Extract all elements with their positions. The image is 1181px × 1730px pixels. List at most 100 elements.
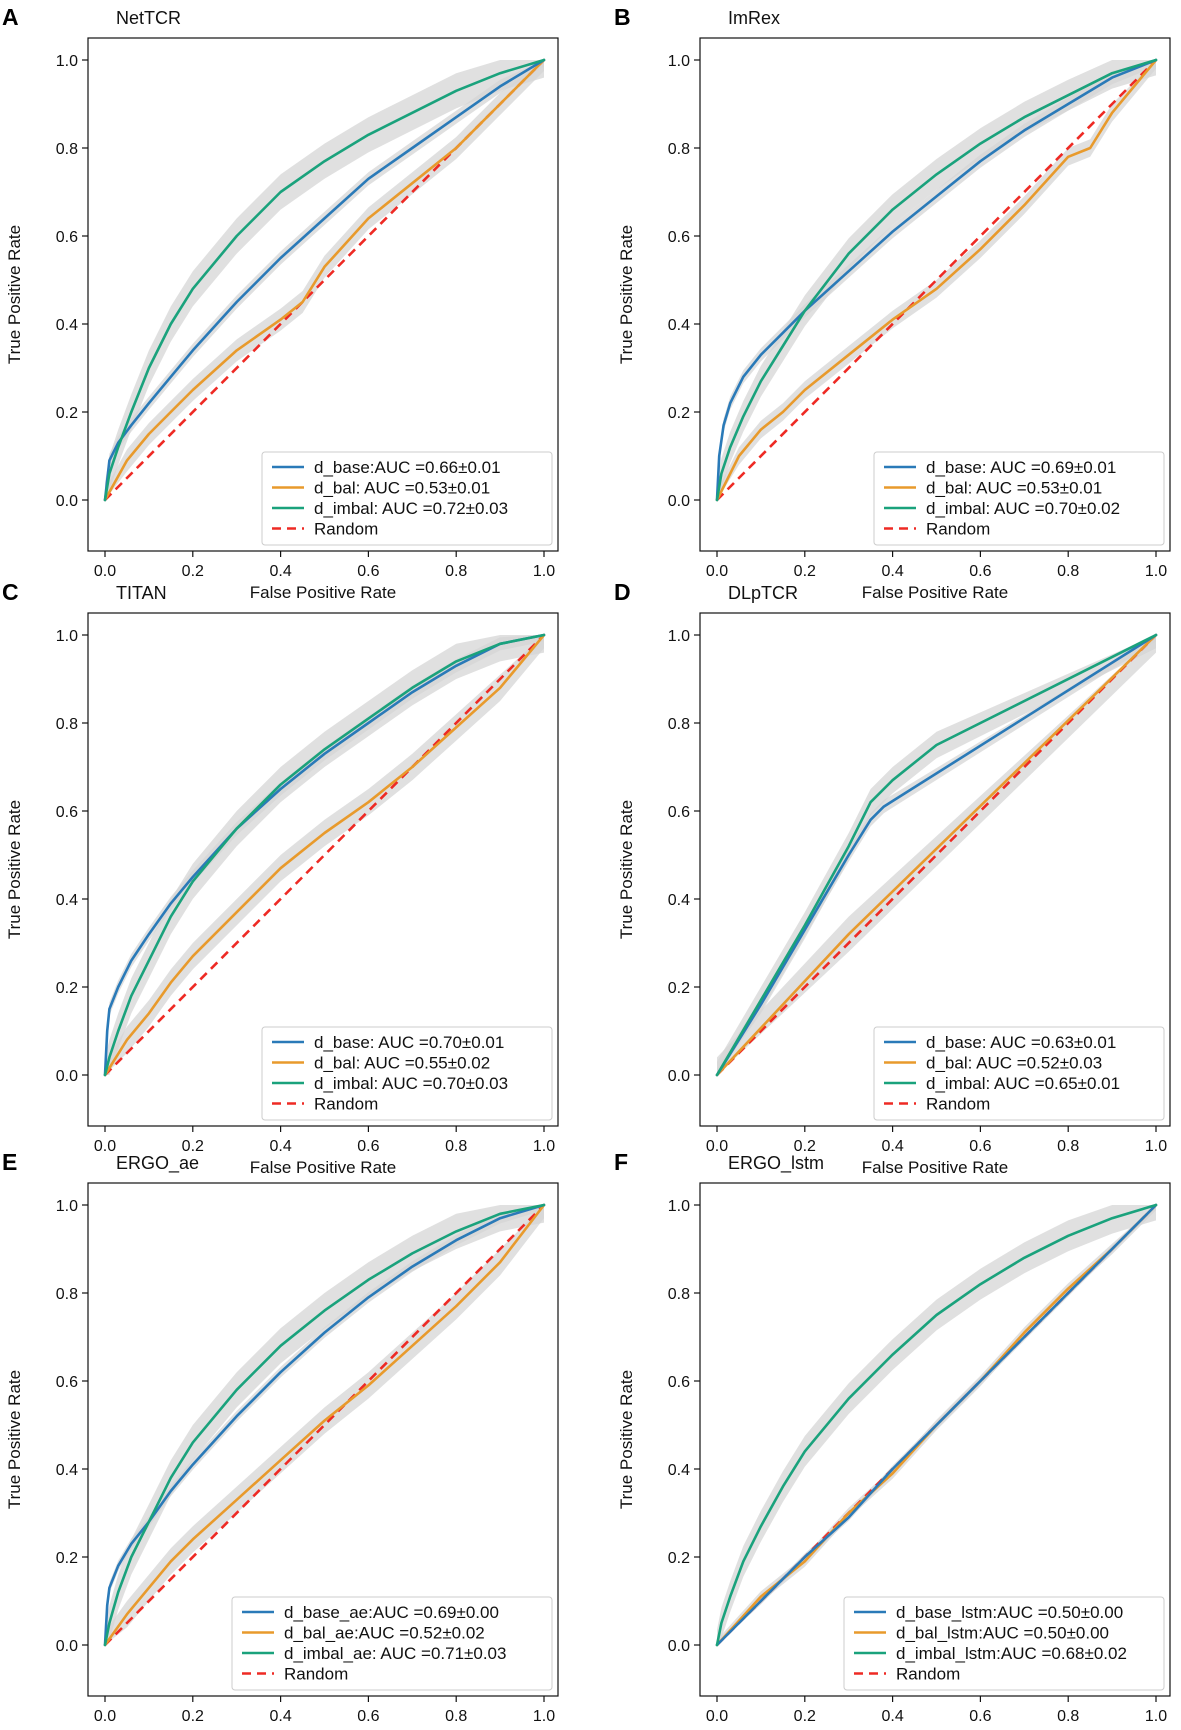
y-tick-label: 0.2 (668, 405, 690, 422)
x-tick-label: 1.0 (533, 563, 555, 580)
x-tick-label: 1.0 (1145, 1138, 1167, 1155)
chart-panel-b: B ImRex 0.0 0.2 0.4 0.6 0.8 1.0 0.0 0.2 0.4 0.6 0.8 1… (614, 4, 1171, 602)
x-tick-label: 0.6 (969, 563, 991, 580)
x-tick-label: 0.2 (794, 1138, 816, 1155)
legend-label-d-bal: d_bal: AUC =0.53±0.01 (314, 479, 490, 498)
x-tick-label: 0.4 (881, 563, 903, 580)
y-tick-label: 1.0 (56, 628, 78, 645)
series-line-d-imbal (103, 633, 546, 1077)
y-tick-label: 0.2 (668, 1550, 690, 1567)
y-tick-label: 0.4 (668, 1462, 690, 1479)
panel-letter: A (2, 4, 19, 30)
y-axis-label: True Positive Rate (617, 1370, 636, 1509)
x-tick-label: 0.6 (357, 563, 379, 580)
x-tick-label: 0.8 (1057, 1708, 1079, 1725)
legend-label-d-imbal: d_imbal_ae: AUC =0.71±0.03 (284, 1644, 506, 1663)
x-axis-label: False Positive Rate (250, 1728, 396, 1730)
chart-panel-a: A NetTCR 0.0 0.2 0.4 0.6 0.8 1.0 0.0 0.2 0.4 0.6 0.8… (2, 4, 559, 602)
x-tick-label: 0.6 (357, 1708, 379, 1725)
series-line-d-bal (103, 1203, 546, 1647)
y-tick-label: 0.2 (56, 1550, 78, 1567)
y-tick-label: 0.0 (668, 493, 690, 510)
plot-frame (699, 37, 1171, 552)
y-tick-label: 1.0 (56, 1198, 78, 1215)
panel-letter: E (2, 1149, 17, 1175)
legend: d_base_lstm:AUC =0.50±0.00 d_bal_lstm:AUC… (843, 1596, 1165, 1691)
x-tick-label: 0.8 (445, 1708, 467, 1725)
x-tick-label: 0.0 (706, 1138, 728, 1155)
legend-label-d-imbal: d_imbal: AUC =0.70±0.03 (314, 1074, 508, 1093)
y-tick-label: 0.8 (56, 141, 78, 158)
chart-panel-f: F ERGO_lstm 0.0 0.2 0.4 0.6 0.8 1.0 0.0 0.2 0.4 0.6… (614, 1149, 1171, 1730)
x-tick-label: 0.4 (269, 1138, 291, 1155)
legend-label-d-base: d_base_ae:AUC =0.69±0.00 (284, 1603, 499, 1622)
y-axis-label: True Positive Rate (617, 800, 636, 939)
legend: d_base_ae:AUC =0.69±0.00 d_bal_ae:AUC =0.… (231, 1596, 553, 1691)
plot-frame (699, 1182, 1171, 1697)
y-tick-label: 0.0 (56, 1638, 78, 1655)
series-line-d-base (715, 633, 1158, 1077)
x-tick-label: 0.0 (706, 1708, 728, 1725)
legend-box (261, 451, 553, 546)
x-tick-label: 0.4 (269, 1708, 291, 1725)
y-tick-label: 0.4 (56, 1462, 78, 1479)
series-line-d-imbal (715, 58, 1158, 502)
x-tick-label: 1.0 (1145, 1708, 1167, 1725)
x-tick-label: 0.4 (269, 563, 291, 580)
y-axis-label: True Positive Rate (5, 800, 24, 939)
y-tick-label: 0.8 (56, 1286, 78, 1303)
y-axis-label: True Positive Rate (5, 225, 24, 364)
y-tick-label: 0.6 (56, 229, 78, 246)
series-line-random (716, 634, 1157, 1076)
legend-box (873, 451, 1165, 546)
series-line-d-bal (715, 633, 1158, 1077)
y-tick-label: 0.8 (56, 716, 78, 733)
x-tick-label: 0.2 (182, 1708, 204, 1725)
legend-label-d-imbal: d_imbal_lstm:AUC =0.68±0.02 (896, 1644, 1127, 1663)
legend-label-random: Random (314, 520, 378, 539)
panel-letter: C (2, 579, 19, 605)
legend-label-d-bal: d_bal_ae:AUC =0.52±0.02 (284, 1624, 485, 1643)
x-tick-label: 0.8 (445, 563, 467, 580)
legend-label-random: Random (896, 1665, 960, 1684)
x-tick-label: 0.8 (1057, 563, 1079, 580)
chart-panel-c: C TITAN 0.0 0.2 0.4 0.6 0.8 1.0 0.0 0.2 0.4 0.6 0.8 1… (2, 579, 559, 1177)
y-tick-label: 0.4 (668, 317, 690, 334)
series-line-d-imbal (103, 58, 546, 502)
legend-label-d-base: d_base: AUC =0.70±0.01 (314, 1033, 504, 1052)
series-line-d-bal (715, 58, 1158, 502)
x-tick-label: 0.6 (357, 1138, 379, 1155)
legend: d_base: AUC =0.63±0.01 d_bal: AUC =0.52±0… (873, 1026, 1165, 1121)
legend: d_base: AUC =0.69±0.01 d_bal: AUC =0.53±0… (873, 451, 1165, 546)
legend-box (873, 1026, 1165, 1121)
y-tick-label: 0.2 (56, 980, 78, 997)
legend-label-d-base: d_base:AUC =0.66±0.01 (314, 458, 501, 477)
x-tick-label: 0.2 (182, 563, 204, 580)
legend-box (261, 1026, 553, 1121)
legend-label-d-bal: d_bal: AUC =0.55±0.02 (314, 1054, 490, 1073)
y-tick-label: 0.8 (668, 141, 690, 158)
y-tick-label: 1.0 (668, 628, 690, 645)
y-tick-label: 0.6 (56, 1374, 78, 1391)
legend: d_base: AUC =0.70±0.01 d_bal: AUC =0.55±0… (261, 1026, 553, 1121)
x-tick-label: 0.2 (794, 563, 816, 580)
series-line-d-base (103, 633, 546, 1077)
x-tick-label: 0.0 (94, 563, 116, 580)
confidence-band-d-bal (717, 60, 1156, 500)
legend-label-random: Random (314, 1095, 378, 1114)
y-tick-label: 1.0 (668, 53, 690, 70)
series-line-d-base (103, 1203, 546, 1647)
x-tick-label: 0.6 (969, 1138, 991, 1155)
chart-title: ERGO_lstm (728, 1153, 824, 1174)
chart-title: ERGO_ae (116, 1153, 199, 1174)
plot-frame (87, 1182, 559, 1697)
y-tick-label: 0.0 (668, 1638, 690, 1655)
chart-title: ImRex (728, 8, 780, 28)
chart-title: NetTCR (116, 8, 181, 28)
y-tick-label: 0.4 (56, 317, 78, 334)
legend-label-d-bal: d_bal: AUC =0.52±0.03 (926, 1054, 1102, 1073)
legend-box (231, 1596, 553, 1691)
legend-label-d-bal: d_bal: AUC =0.53±0.01 (926, 479, 1102, 498)
